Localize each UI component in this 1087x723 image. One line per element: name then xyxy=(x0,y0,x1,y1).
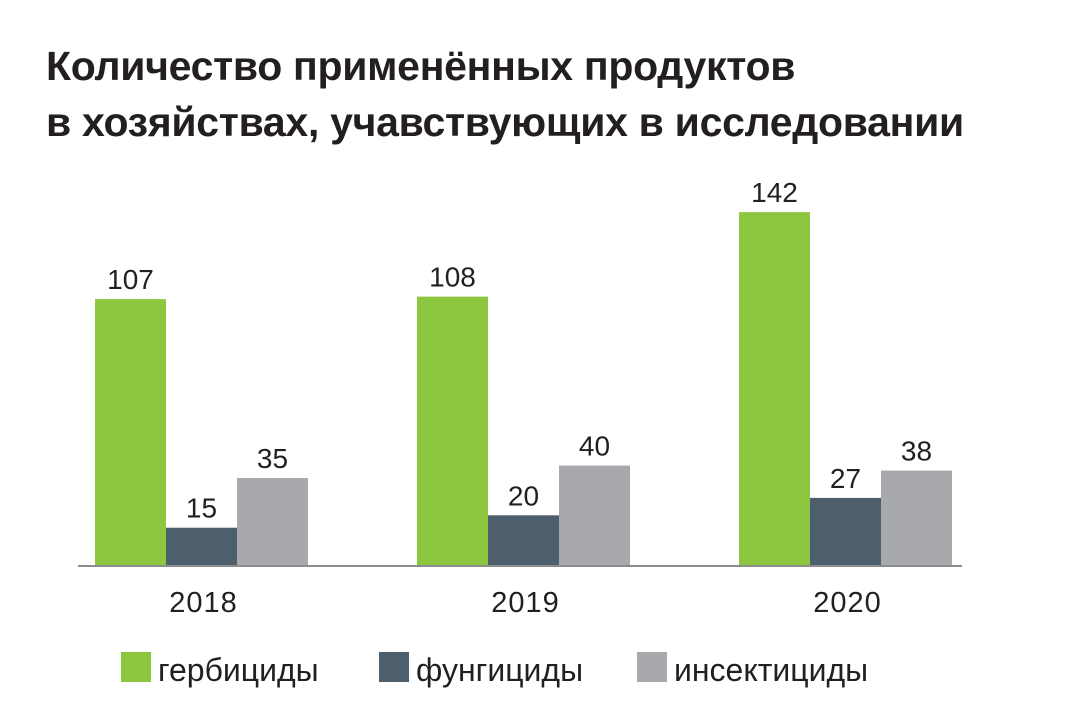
chart-title-line-2: в хозяйствах, учавствующих в исследовани… xyxy=(46,99,964,145)
bar-инсектициды-2018 xyxy=(237,478,308,565)
chart-title-line-1: Количество применённых продуктов xyxy=(46,43,796,89)
value-label-фунгициды-2019: 20 xyxy=(508,480,539,511)
category-label-2020: 2020 xyxy=(813,587,882,619)
value-label-гербициды-2018: 107 xyxy=(107,264,154,295)
legend-label-фунгициды: фунгициды xyxy=(416,652,583,688)
bar-гербициды-2018 xyxy=(95,299,166,565)
legend-swatch-гербициды xyxy=(121,652,151,682)
legend-swatch-фунгициды xyxy=(379,652,409,682)
value-label-фунгициды-2020: 27 xyxy=(830,463,861,494)
legend-label-инсектициды: инсектициды xyxy=(674,652,868,688)
legend-label-гербициды: гербициды xyxy=(158,652,319,688)
category-labels: 2018 2019 2020 xyxy=(169,587,882,619)
value-label-гербициды-2019: 108 xyxy=(429,262,476,293)
bar-инсектициды-2019 xyxy=(559,465,630,565)
value-label-инсектициды-2019: 40 xyxy=(579,431,610,462)
bars-group: 107 15 35 108 20 40 142 27 38 xyxy=(95,177,952,565)
value-label-гербициды-2020: 142 xyxy=(751,177,798,208)
bar-гербициды-2020 xyxy=(739,212,810,565)
category-label-2018: 2018 xyxy=(169,587,238,619)
value-label-инсектициды-2020: 38 xyxy=(901,436,932,467)
value-label-инсектициды-2018: 35 xyxy=(257,443,288,474)
value-label-фунгициды-2018: 15 xyxy=(186,493,217,524)
category-label-2019: 2019 xyxy=(491,587,560,619)
bar-фунгициды-2018 xyxy=(166,527,237,565)
bar-гербициды-2019 xyxy=(417,296,488,565)
legend: гербициды фунгициды инсектициды xyxy=(121,652,868,688)
bar-инсектициды-2020 xyxy=(881,470,952,565)
legend-swatch-инсектициды xyxy=(637,652,667,682)
bar-фунгициды-2019 xyxy=(488,515,559,565)
chart-title: Количество применённых продуктов в хозяй… xyxy=(46,38,1056,150)
bar-фунгициды-2020 xyxy=(810,497,881,565)
